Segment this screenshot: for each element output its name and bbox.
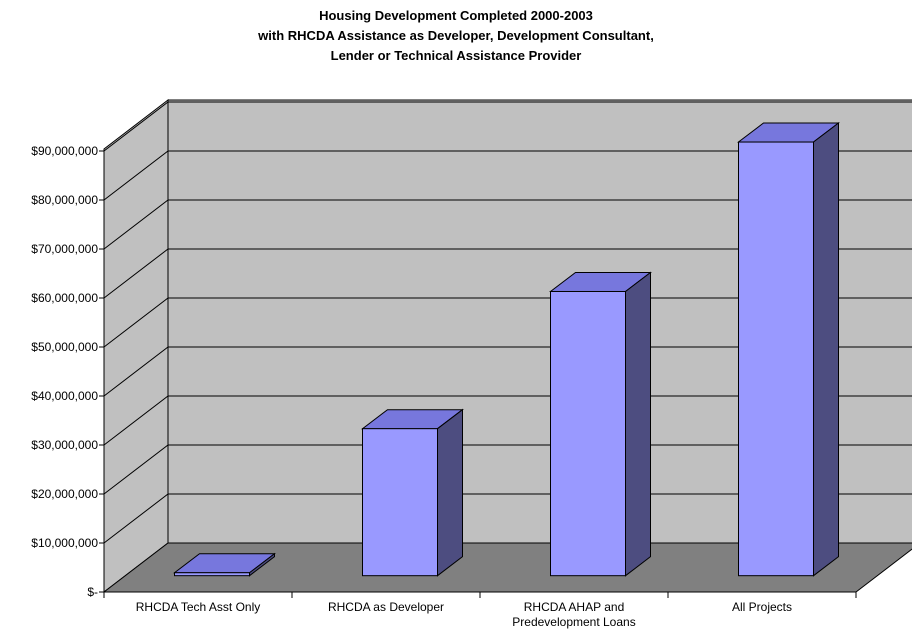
- bar-side: [813, 122, 839, 577]
- x-tick-label: All Projects: [732, 600, 792, 614]
- gridline: [103, 395, 912, 446]
- bar-side: [625, 271, 651, 577]
- chart-title-line-2: with RHCDA Assistance as Developer, Deve…: [258, 28, 654, 43]
- gridline: [103, 297, 912, 348]
- y-tick-label: $20,000,000: [31, 487, 98, 501]
- y-tick-label: $40,000,000: [31, 389, 98, 403]
- gridline: [103, 346, 912, 397]
- y-tick-label: $50,000,000: [31, 340, 98, 354]
- chart-title-line-3: Lender or Technical Assistance Provider: [330, 48, 582, 63]
- x-tick-label: RHCDA AHAP and: [524, 600, 625, 614]
- bar-side: [437, 408, 463, 577]
- bar: [174, 572, 250, 577]
- bar: [738, 141, 814, 577]
- y-tick-label: $10,000,000: [31, 536, 98, 550]
- bar: [362, 428, 438, 577]
- gridline: [103, 444, 912, 495]
- gridline: [103, 199, 912, 250]
- gridline: [103, 493, 912, 544]
- y-tick-label: $30,000,000: [31, 438, 98, 452]
- y-tick-label: $70,000,000: [31, 242, 98, 256]
- gridline: [103, 101, 912, 152]
- y-tick-label: $90,000,000: [31, 144, 98, 158]
- back-wall: [167, 99, 912, 544]
- bar: [550, 290, 626, 577]
- x-tick-label: RHCDA Tech Asst Only: [136, 600, 261, 614]
- y-tick-label: $-: [87, 585, 98, 599]
- gridline: [103, 248, 912, 299]
- y-tick-label: $60,000,000: [31, 291, 98, 305]
- x-tick-label: RHCDA as Developer: [328, 600, 444, 614]
- y-tick-label: $80,000,000: [31, 193, 98, 207]
- gridline: [103, 150, 912, 201]
- chart-title: Housing Development Completed 2000-2003 …: [0, 6, 912, 66]
- x-tick-label: Predevelopment Loans: [512, 615, 635, 629]
- chart-title-line-1: Housing Development Completed 2000-2003: [319, 8, 593, 23]
